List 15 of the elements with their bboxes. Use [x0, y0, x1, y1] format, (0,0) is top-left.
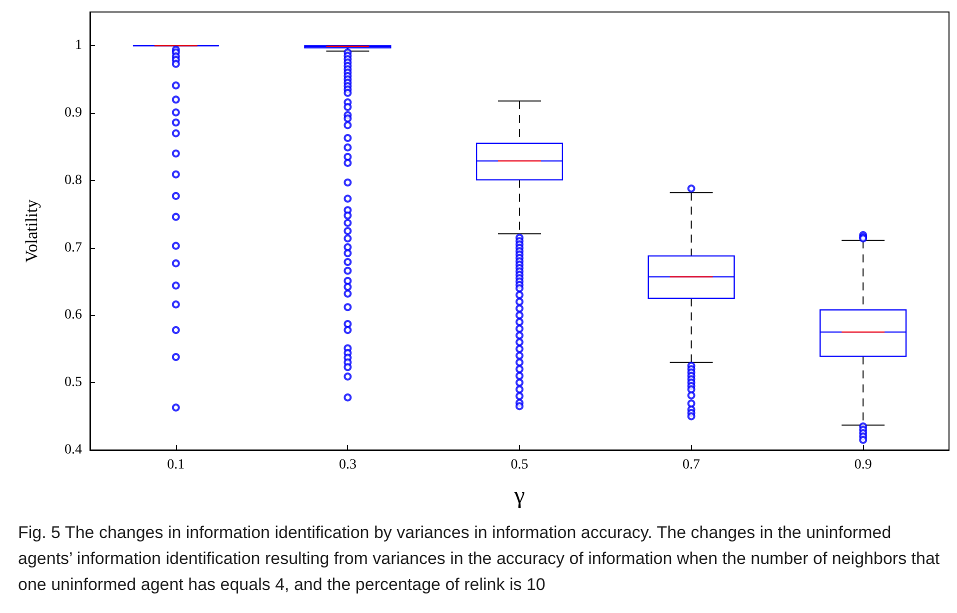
y-axis-title: Volatility — [22, 199, 41, 262]
x-tick-label: 0.7 — [682, 458, 700, 472]
x-tick-label: 0.1 — [167, 458, 185, 472]
y-tick-label: 0.5 — [64, 375, 82, 390]
x-tick-label: 0.3 — [338, 458, 356, 472]
y-tick-label: 0.7 — [64, 240, 82, 256]
caption: Fig. 5 The changes in information identification by variances in information accuracy. The changes in the uninformed agents’ information identification resulting from variances in the accuracy of information when the number of neighbors that one uninformed agent has equals 4, and the percentage of relink is 10 — [18, 522, 941, 596]
y-tick-label: 0.6 — [64, 308, 82, 323]
x-tick-label: 0.5 — [510, 458, 528, 472]
y-tick-label: 1 — [75, 38, 82, 54]
y-tick-label: 0.8 — [64, 172, 82, 188]
y-tick-label: 0.9 — [64, 106, 82, 121]
y-tick-label: 0.4 — [64, 442, 82, 458]
x-axis-title: γ — [513, 483, 526, 509]
x-tick-label: 0.9 — [854, 458, 872, 472]
